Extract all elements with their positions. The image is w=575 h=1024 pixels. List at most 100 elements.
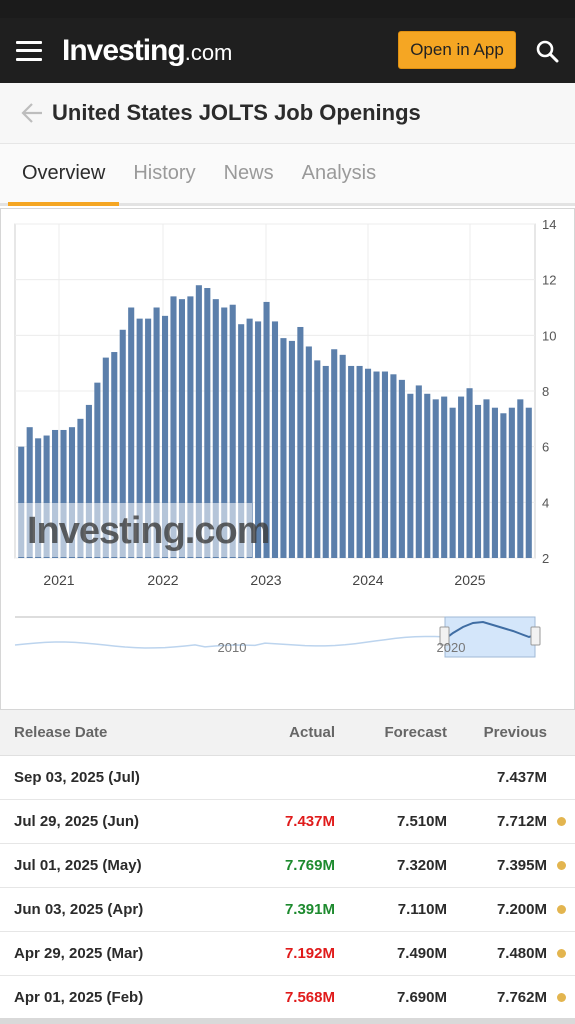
bar[interactable]: [255, 321, 262, 558]
indicator-cell: [547, 861, 575, 870]
logo-brand: Investing: [62, 33, 186, 67]
tab-overview[interactable]: Overview: [8, 162, 120, 206]
bar[interactable]: [52, 429, 59, 558]
bar[interactable]: [68, 427, 76, 558]
bar[interactable]: [297, 326, 304, 558]
bar[interactable]: [35, 438, 42, 558]
bar[interactable]: [263, 301, 270, 558]
bar[interactable]: [500, 413, 507, 558]
previous-cell: 7.437M: [496, 769, 547, 786]
bar[interactable]: [128, 307, 135, 559]
release-date-cell: Sep 03, 2025 (Jul): [14, 769, 140, 786]
bar[interactable]: [238, 324, 245, 558]
table-header: Release Date Actual Forecast Previous: [0, 710, 575, 756]
bar[interactable]: [18, 446, 25, 558]
bar[interactable]: [381, 371, 389, 558]
bar[interactable]: [483, 399, 490, 558]
navigator-right-handle[interactable]: [530, 626, 541, 646]
bar[interactable]: [60, 429, 67, 558]
bar[interactable]: [474, 404, 482, 558]
release-date-cell: Jun 03, 2025 (Apr): [14, 901, 144, 918]
bar[interactable]: [339, 354, 346, 558]
bar[interactable]: [178, 299, 185, 558]
actual-cell: 7.391M: [284, 901, 335, 918]
bar[interactable]: [322, 365, 329, 558]
bar[interactable]: [229, 304, 236, 558]
forecast-cell: 7.320M: [396, 857, 447, 874]
bar[interactable]: [398, 379, 405, 558]
bar[interactable]: [271, 321, 279, 558]
bar[interactable]: [195, 285, 202, 558]
bar[interactable]: [288, 340, 295, 558]
table-row: Sep 03, 2025 (Jul) 7.437M: [0, 756, 575, 800]
bar[interactable]: [221, 307, 228, 559]
investing-logo[interactable]: Investing .com: [62, 34, 232, 68]
actual-cell: 7.568M: [284, 989, 335, 1006]
indicator-cell: [547, 993, 575, 1002]
navigator-label: 2020: [437, 640, 466, 655]
bar[interactable]: [153, 307, 160, 559]
bar[interactable]: [119, 329, 126, 558]
bar-chart[interactable]: 14 12 10 8 6 4 2 Investing.com 2021 2022 2023 2024 2…: [1, 209, 575, 709]
chart-container: 14 12 10 8 6 4 2 Investing.com 2021 2022 2023 2024 2…: [0, 208, 575, 710]
bar[interactable]: [449, 407, 456, 558]
bar[interactable]: [280, 338, 287, 558]
table-row: Jul 01, 2025 (May) 7.769M 7.320M 7.395M: [0, 844, 575, 888]
y-tick-label: 14: [542, 217, 556, 232]
navigator-left-handle[interactable]: [439, 626, 450, 646]
bar[interactable]: [161, 315, 169, 558]
x-tick-label: 2021: [43, 572, 74, 588]
release-date-cell: Apr 01, 2025 (Feb): [14, 989, 144, 1006]
bar[interactable]: [212, 299, 219, 558]
bar[interactable]: [94, 382, 101, 558]
bar[interactable]: [407, 393, 414, 558]
bar[interactable]: [145, 318, 152, 558]
tab-bar: Overview History News Analysis: [0, 144, 575, 206]
bar[interactable]: [305, 346, 312, 558]
bar[interactable]: [458, 396, 465, 558]
bar[interactable]: [111, 352, 118, 558]
bar[interactable]: [390, 374, 397, 558]
status-bar: [0, 0, 575, 18]
bar[interactable]: [432, 399, 439, 558]
tab-news[interactable]: News: [223, 162, 274, 184]
bar[interactable]: [314, 360, 321, 558]
bar[interactable]: [517, 399, 524, 558]
search-icon[interactable]: [535, 39, 559, 63]
bar[interactable]: [136, 318, 143, 558]
bar[interactable]: [424, 393, 431, 558]
bottom-edge: [0, 1018, 575, 1024]
bar[interactable]: [356, 365, 363, 558]
hamburger-menu-icon[interactable]: [16, 40, 42, 61]
release-date-cell: Jul 29, 2025 (Jun): [14, 813, 140, 830]
navigator-label: 2010: [218, 640, 247, 655]
bar[interactable]: [373, 371, 380, 558]
bar[interactable]: [43, 435, 50, 558]
bar[interactable]: [26, 427, 33, 558]
previous-cell: 7.200M: [496, 901, 547, 918]
open-in-app-button[interactable]: Open in App: [398, 31, 516, 69]
navigator-selected-line: [444, 620, 536, 640]
bar[interactable]: [348, 365, 355, 558]
bar[interactable]: [246, 318, 253, 558]
bar[interactable]: [85, 404, 92, 558]
bar[interactable]: [187, 296, 194, 558]
bar[interactable]: [102, 357, 109, 558]
bar[interactable]: [415, 385, 422, 558]
bar[interactable]: [441, 396, 448, 558]
bar[interactable]: [204, 288, 211, 558]
bar[interactable]: [170, 296, 177, 558]
back-arrow-icon[interactable]: [20, 101, 44, 125]
bar[interactable]: [525, 407, 532, 558]
y-tick-label: 2: [542, 551, 549, 566]
bar[interactable]: [491, 407, 498, 558]
bar[interactable]: [77, 418, 84, 558]
top-navigation-bar: Investing .com Open in App: [0, 18, 575, 83]
bar[interactable]: [365, 368, 372, 558]
bar[interactable]: [466, 388, 473, 558]
tab-history[interactable]: History: [133, 162, 196, 184]
x-tick-label: 2023: [250, 572, 281, 588]
tab-analysis[interactable]: Analysis: [301, 162, 377, 184]
bar[interactable]: [331, 349, 338, 558]
bar[interactable]: [508, 407, 515, 558]
